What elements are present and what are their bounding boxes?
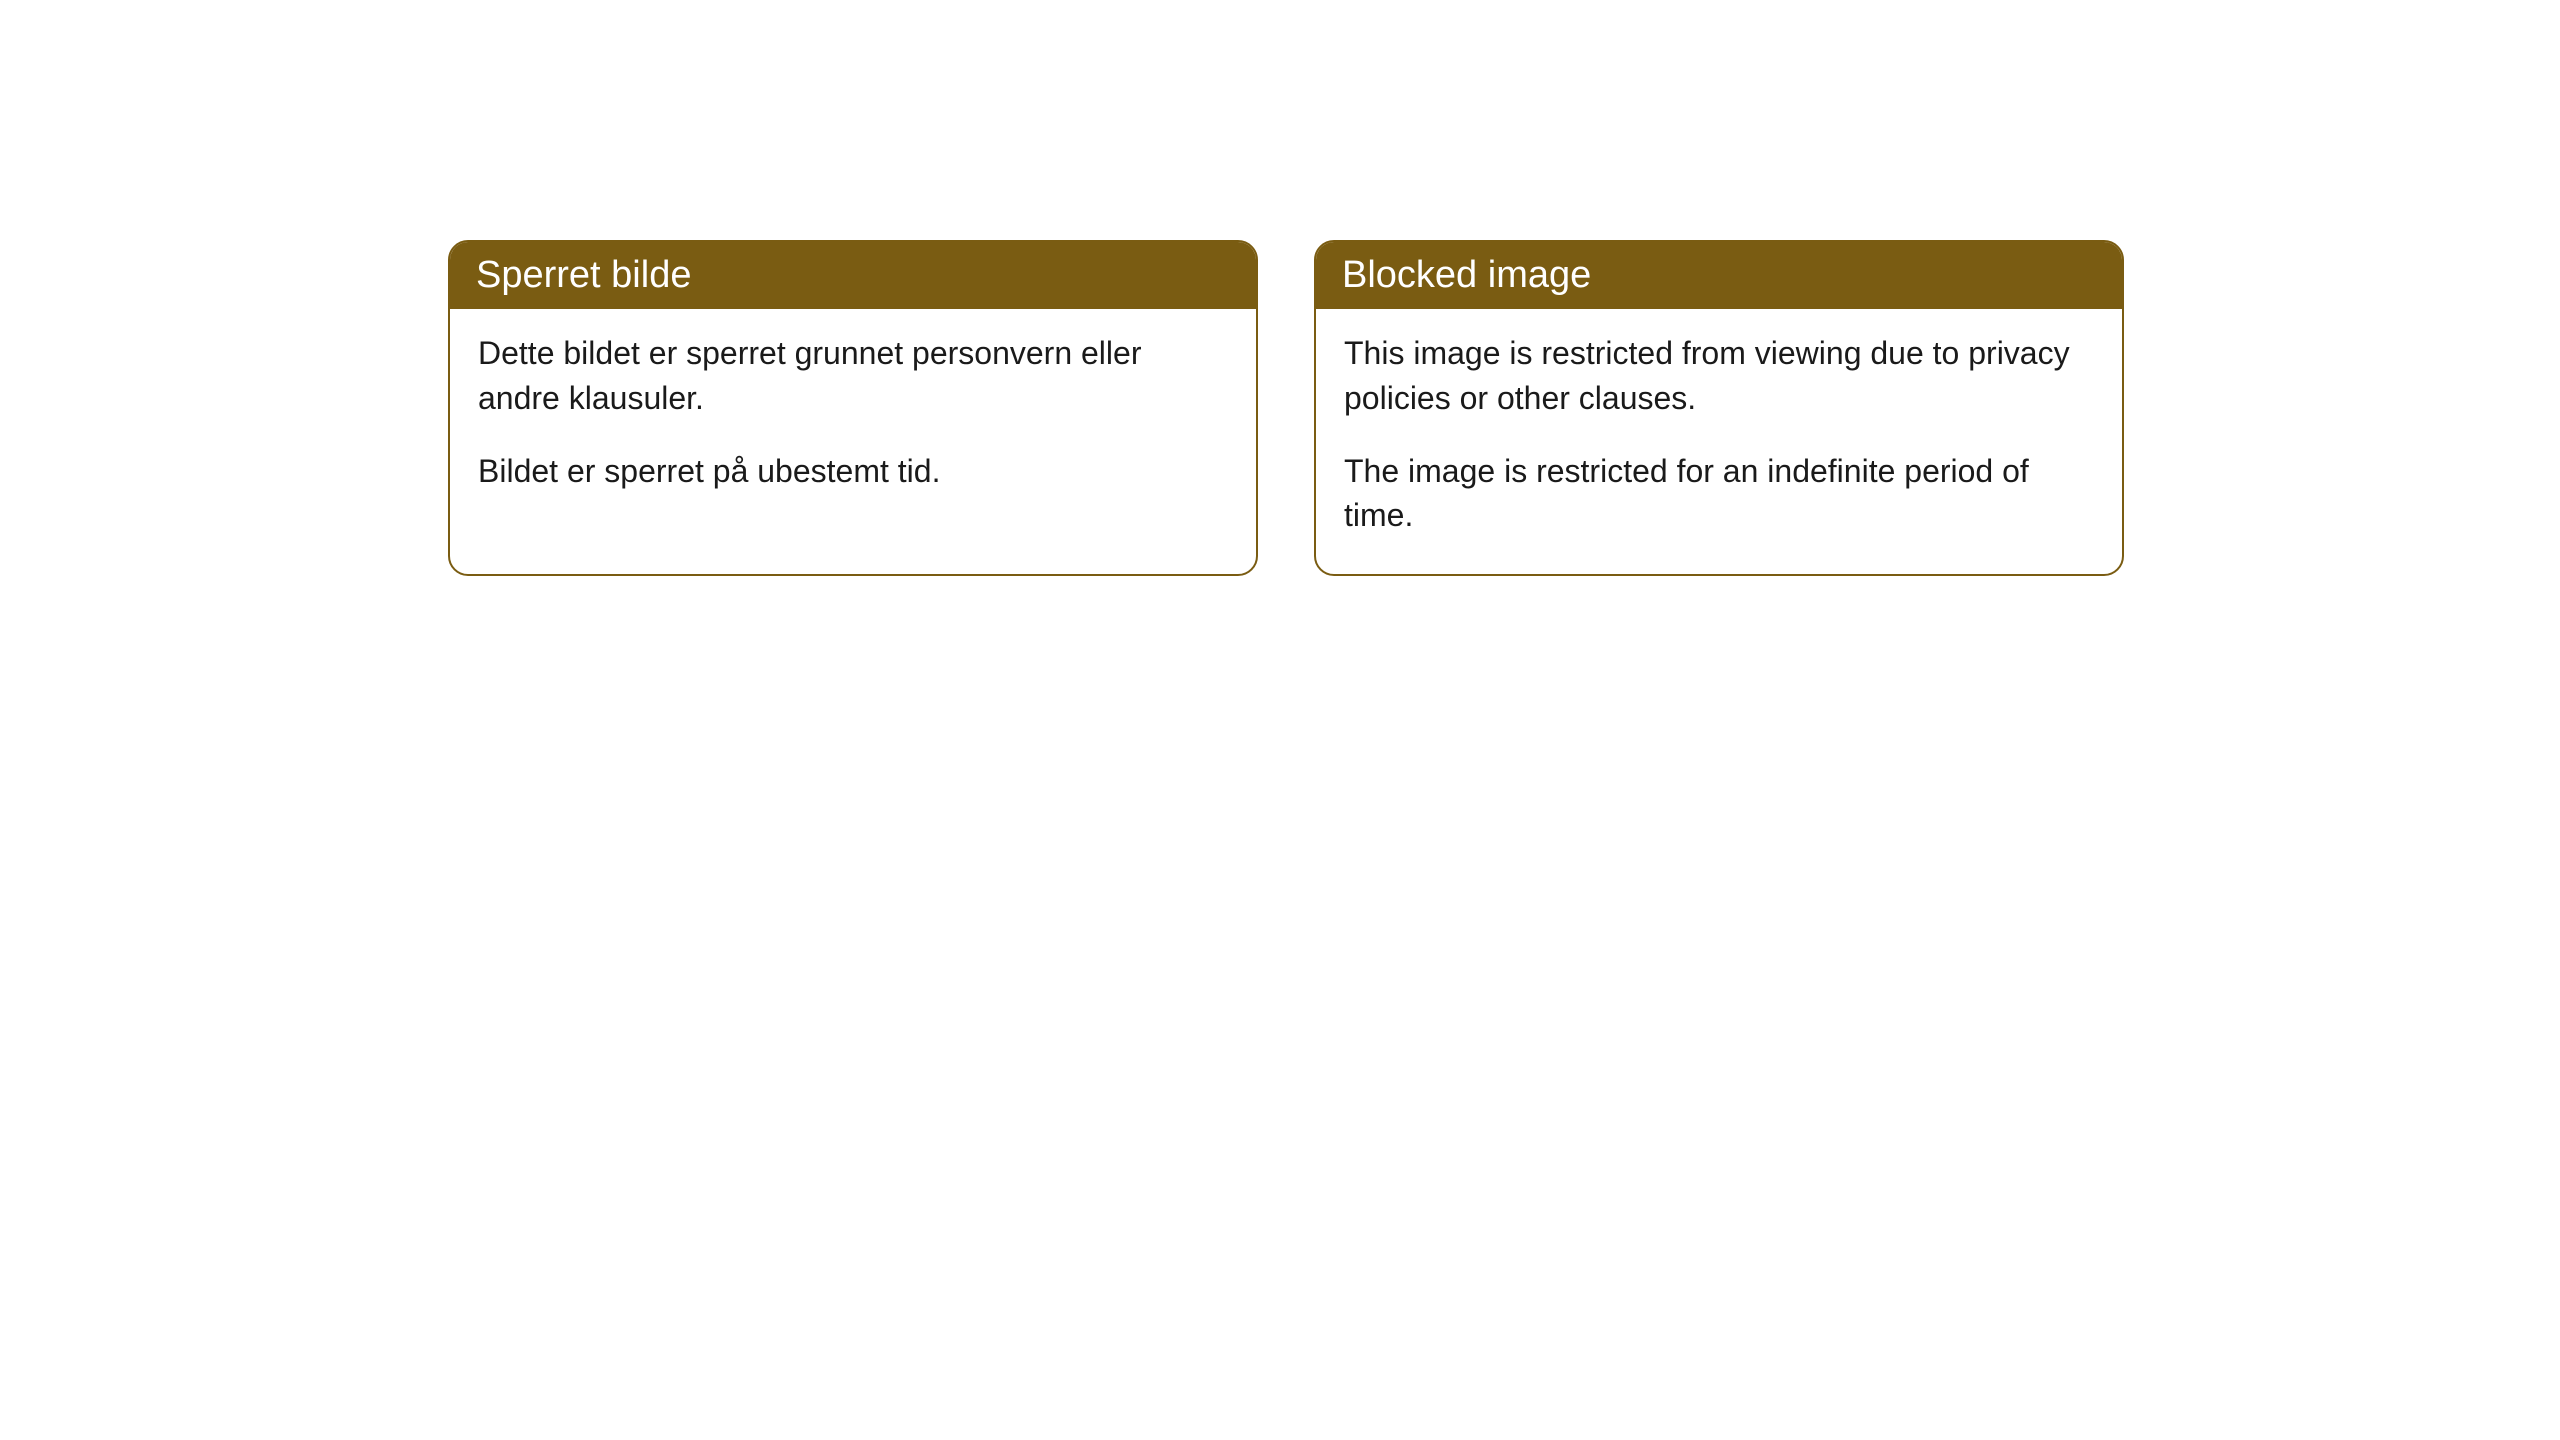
notice-card-norwegian: Sperret bilde Dette bildet er sperret gr… <box>448 240 1258 576</box>
card-paragraph: The image is restricted for an indefinit… <box>1344 449 2094 539</box>
notice-card-container: Sperret bilde Dette bildet er sperret gr… <box>448 240 2560 576</box>
card-paragraph: This image is restricted from viewing du… <box>1344 331 2094 421</box>
card-paragraph: Dette bildet er sperret grunnet personve… <box>478 331 1228 421</box>
card-header: Blocked image <box>1316 242 2122 309</box>
card-body: Dette bildet er sperret grunnet personve… <box>450 309 1256 529</box>
card-body: This image is restricted from viewing du… <box>1316 309 2122 574</box>
card-paragraph: Bildet er sperret på ubestemt tid. <box>478 449 1228 494</box>
card-header: Sperret bilde <box>450 242 1256 309</box>
notice-card-english: Blocked image This image is restricted f… <box>1314 240 2124 576</box>
